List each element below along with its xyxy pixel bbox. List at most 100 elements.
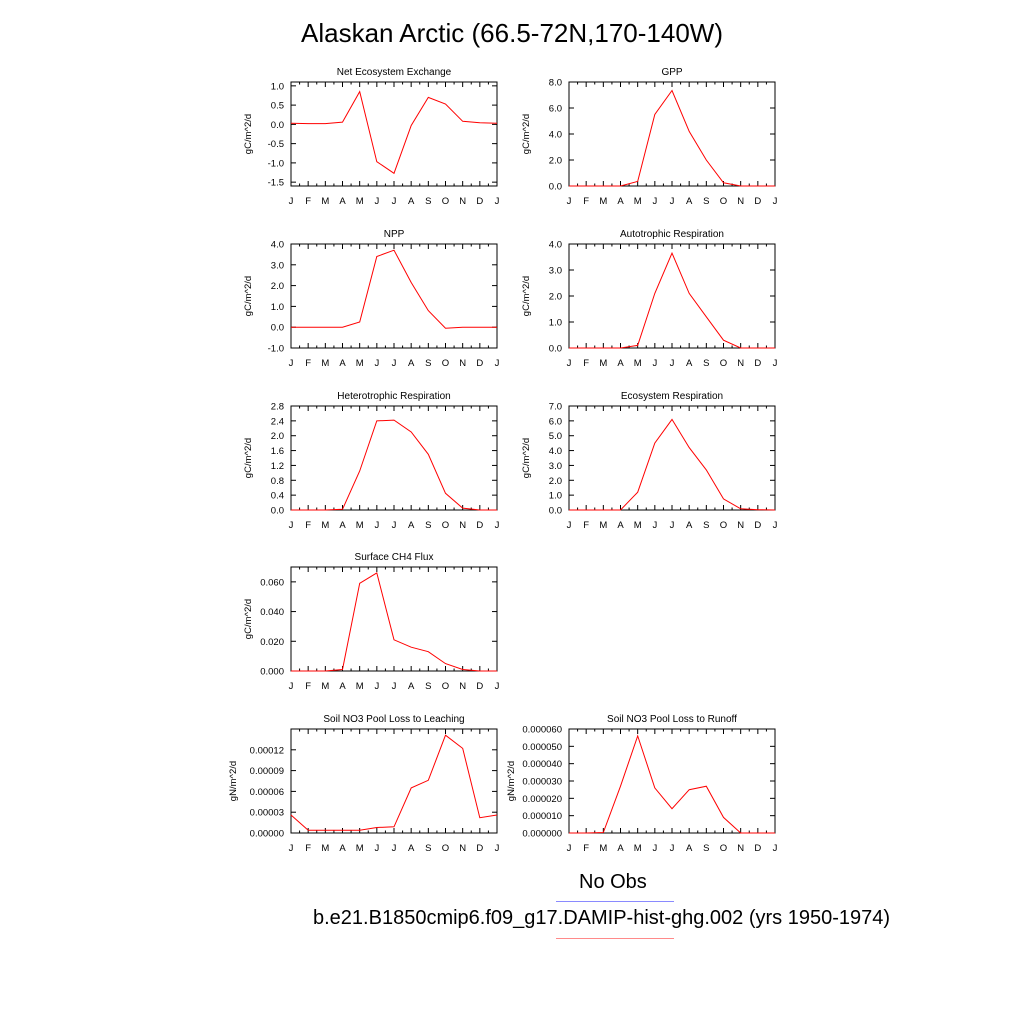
- x-tick-label: M: [599, 196, 607, 207]
- legend-label-no-obs: No Obs: [579, 871, 647, 893]
- y-tick-label: 3.0: [549, 266, 562, 277]
- y-axis-label: gN/m^2/d: [228, 761, 239, 801]
- y-tick-label: 1.2: [271, 461, 284, 472]
- legend-line-no-obs: [556, 901, 674, 902]
- x-tick-label: N: [459, 843, 466, 854]
- y-tick-label: 0.0: [549, 182, 562, 193]
- series-line-1: [569, 418, 776, 511]
- y-tick-label: 0.8: [271, 476, 284, 487]
- x-tick-label: M: [356, 520, 364, 531]
- y-axis-label: gC/m^2/d: [243, 438, 254, 478]
- y-tick-label: 1.0: [549, 491, 562, 502]
- x-tick-label: D: [476, 843, 483, 854]
- y-tick-label: 0.00012: [250, 745, 284, 756]
- x-tick-label: F: [583, 196, 589, 207]
- x-tick-label: J: [392, 843, 397, 854]
- y-tick-label: 2.0: [271, 431, 284, 442]
- x-tick-label: A: [339, 358, 346, 369]
- plot-frame: [290, 243, 498, 349]
- x-tick-label: M: [321, 843, 329, 854]
- y-tick-label: 0.4: [271, 491, 284, 502]
- y-tick-label: 1.6: [271, 446, 284, 457]
- x-tick-label: F: [305, 196, 311, 207]
- x-tick-label: N: [737, 520, 744, 531]
- x-tick-label: A: [617, 843, 624, 854]
- x-tick-label: D: [754, 520, 761, 531]
- x-tick-label: M: [356, 358, 364, 369]
- y-tick-label: 1.0: [549, 318, 562, 329]
- x-tick-label: A: [408, 681, 415, 692]
- x-tick-label: M: [599, 520, 607, 531]
- x-tick-label: A: [686, 196, 693, 207]
- x-tick-label: A: [617, 196, 624, 207]
- x-tick-label: A: [339, 196, 346, 207]
- plot-frame: [290, 81, 498, 187]
- y-axis-label: gC/m^2/d: [243, 599, 254, 639]
- plot-frame: [568, 728, 776, 834]
- x-tick-label: M: [634, 520, 642, 531]
- y-tick-label: -1.5: [268, 178, 284, 189]
- y-tick-label: 2.0: [549, 156, 562, 167]
- x-tick-label: N: [737, 358, 744, 369]
- plot-frame: [568, 243, 776, 349]
- x-tick-label: J: [773, 843, 778, 854]
- y-tick-label: 0.000030: [522, 777, 562, 788]
- x-tick-label: M: [634, 196, 642, 207]
- y-tick-label: -0.5: [268, 139, 284, 150]
- y-tick-label: 0.000000: [522, 829, 562, 840]
- x-tick-label: N: [459, 196, 466, 207]
- x-tick-label: A: [408, 520, 415, 531]
- x-tick-label: N: [459, 520, 466, 531]
- y-tick-label: -1.0: [268, 158, 284, 169]
- y-tick-label: 0.00006: [250, 787, 284, 798]
- x-tick-label: S: [703, 843, 709, 854]
- series-line-1: [569, 251, 775, 349]
- chart-title: Surface CH4 Flux: [355, 552, 434, 563]
- x-tick-label: F: [305, 520, 311, 531]
- y-tick-label: 0.00000: [250, 829, 284, 840]
- y-tick-label: 2.0: [549, 292, 562, 303]
- x-tick-label: M: [321, 358, 329, 369]
- x-tick-label: A: [686, 520, 693, 531]
- y-tick-label: 5.0: [549, 431, 562, 442]
- x-tick-label: M: [356, 843, 364, 854]
- x-tick-label: J: [773, 520, 778, 531]
- x-tick-label: O: [720, 520, 727, 531]
- x-tick-label: J: [567, 520, 572, 531]
- x-tick-label: S: [425, 358, 431, 369]
- y-tick-label: 0.0: [271, 323, 284, 334]
- x-tick-label: J: [652, 520, 657, 531]
- y-tick-label: 1.0: [271, 81, 284, 92]
- x-tick-label: J: [652, 843, 657, 854]
- y-tick-label: 0.00003: [250, 808, 284, 819]
- chart-title: Ecosystem Respiration: [621, 391, 723, 402]
- x-tick-label: S: [425, 196, 431, 207]
- x-tick-label: J: [374, 358, 379, 369]
- x-tick-label: M: [599, 843, 607, 854]
- y-tick-label: 4.0: [549, 240, 562, 251]
- series-line-1: [291, 249, 497, 329]
- x-tick-label: J: [374, 196, 379, 207]
- x-tick-label: M: [321, 520, 329, 531]
- y-tick-label: 0.000050: [522, 742, 562, 753]
- series-line-1: [291, 572, 497, 672]
- x-tick-label: A: [339, 520, 346, 531]
- y-axis-label: gC/m^2/d: [521, 276, 532, 316]
- y-tick-label: 0.0: [549, 506, 562, 517]
- x-tick-label: J: [495, 520, 500, 531]
- y-tick-label: 0.0: [271, 120, 284, 131]
- y-axis-label: gN/m^2/d: [506, 761, 517, 801]
- x-tick-label: J: [567, 196, 572, 207]
- y-tick-label: 0.0: [549, 344, 562, 355]
- x-tick-label: D: [476, 520, 483, 531]
- x-tick-label: S: [425, 681, 431, 692]
- y-tick-label: 4.0: [549, 446, 562, 457]
- x-tick-label: F: [583, 520, 589, 531]
- x-tick-label: A: [339, 681, 346, 692]
- x-tick-label: M: [321, 196, 329, 207]
- y-axis-label: gC/m^2/d: [521, 438, 532, 478]
- x-tick-label: J: [289, 358, 294, 369]
